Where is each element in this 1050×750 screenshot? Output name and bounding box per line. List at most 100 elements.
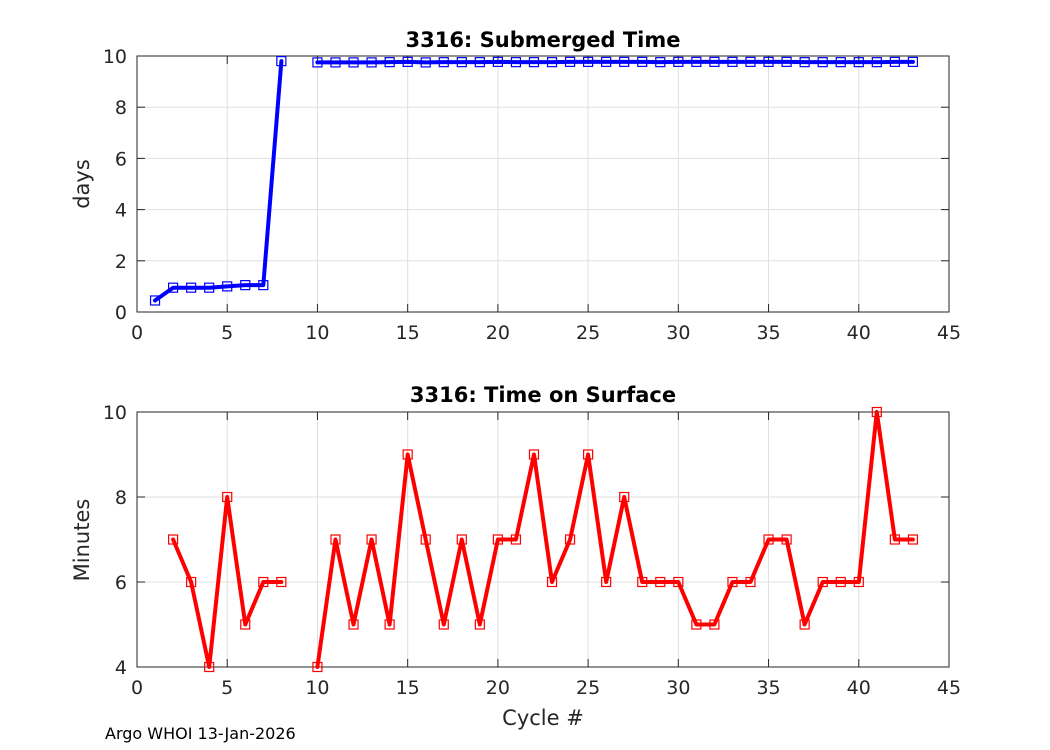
y-tick-label: 8 [115,97,127,119]
axes-box [136,411,950,668]
data-point [853,576,864,588]
data-point [889,56,900,67]
data-point [167,282,179,293]
data-point [186,282,197,293]
x-tick-label: 15 [396,677,420,699]
data-point [691,619,702,630]
data-point [817,57,828,68]
x-tick-label: 35 [756,677,780,699]
data-point [420,534,431,545]
x-tick-label: 10 [305,677,329,699]
data-point [853,57,864,68]
x-tick-label: 45 [937,677,961,699]
x-tick-label: 25 [576,322,600,344]
data-point [745,56,756,67]
y-tick-label: 2 [115,251,127,273]
chart-title: 3316: Time on Surface [410,383,676,407]
data-point [564,56,576,67]
x-tick-label: 30 [666,677,690,699]
data-point [438,57,449,68]
data-point [276,56,287,67]
data-point [492,56,503,67]
series-line [315,59,915,65]
submerged-time-chart: 3316: Submerged Time days 0 5 10 15 20 25 30 35… [70,28,961,344]
plot-area [137,56,949,312]
data-point [763,534,774,545]
data-point [348,57,359,68]
data-point [619,56,630,67]
data-point [510,534,522,545]
data-point [619,491,630,503]
data-point [727,56,738,67]
footer-credit: Argo WHOI 13-Jan-2026 [105,724,296,743]
data-point [835,576,846,588]
y-tick-label: 0 [115,302,127,324]
y-tick-label: 10 [103,402,127,424]
data-point [456,534,467,545]
data-point [799,619,810,630]
y-tick-label: 6 [115,148,127,170]
data-point [655,57,666,68]
data-point [276,576,287,588]
data-point [745,576,756,588]
data-point [510,57,522,68]
data-point [727,576,738,588]
x-tick-label: 15 [396,322,420,344]
data-point [348,619,359,630]
data-point [438,619,449,630]
y-tick-label: 6 [115,572,127,594]
x-tick-label: 40 [847,322,871,344]
grid [136,55,950,313]
data-point [781,56,792,67]
time-on-surface-chart: 3316: Time on Surface Minutes Cycle # 0 5… [70,383,961,730]
data-point [474,57,485,68]
data-point [222,491,233,503]
data-point [673,576,684,588]
x-tick-label: 5 [221,322,233,344]
data-point [871,406,882,418]
data-point [583,449,594,460]
data-point [312,661,323,673]
data-point [330,534,341,545]
y-tick-label: 4 [115,657,127,679]
data-point [456,57,467,68]
data-point [240,619,251,630]
data-point [709,619,720,630]
data-point [402,449,413,460]
data-point [817,576,828,588]
data-point [204,661,215,673]
data-point [528,449,540,460]
data-point [691,56,702,67]
data-point [402,56,413,67]
plot-area [137,412,949,667]
x-tick-label: 20 [486,677,510,699]
data-point [564,534,576,545]
data-point [384,57,395,68]
series-line [171,495,284,669]
x-tick-label: 5 [221,677,233,699]
data-point [583,56,594,67]
axes-box [136,55,950,313]
x-tick-label: 20 [486,322,510,344]
data-point [907,534,919,545]
y-tick-label: 10 [103,46,127,68]
data-point [907,56,919,67]
data-point [366,534,377,545]
data-point [312,57,323,68]
data-point [258,280,269,291]
y-tick-label: 4 [115,200,127,222]
x-axis-label: Cycle # [502,706,584,730]
x-tick-label: 10 [305,322,329,344]
data-point [601,56,612,67]
grid [136,411,950,668]
data-point [149,295,161,306]
data-point [528,57,540,68]
y-tick-label: 8 [115,487,127,509]
x-tick-label: 45 [937,322,961,344]
data-point [781,534,792,545]
data-point [655,576,666,588]
data-point [673,56,684,67]
x-tick-label: 25 [576,677,600,699]
data-point [167,534,179,545]
